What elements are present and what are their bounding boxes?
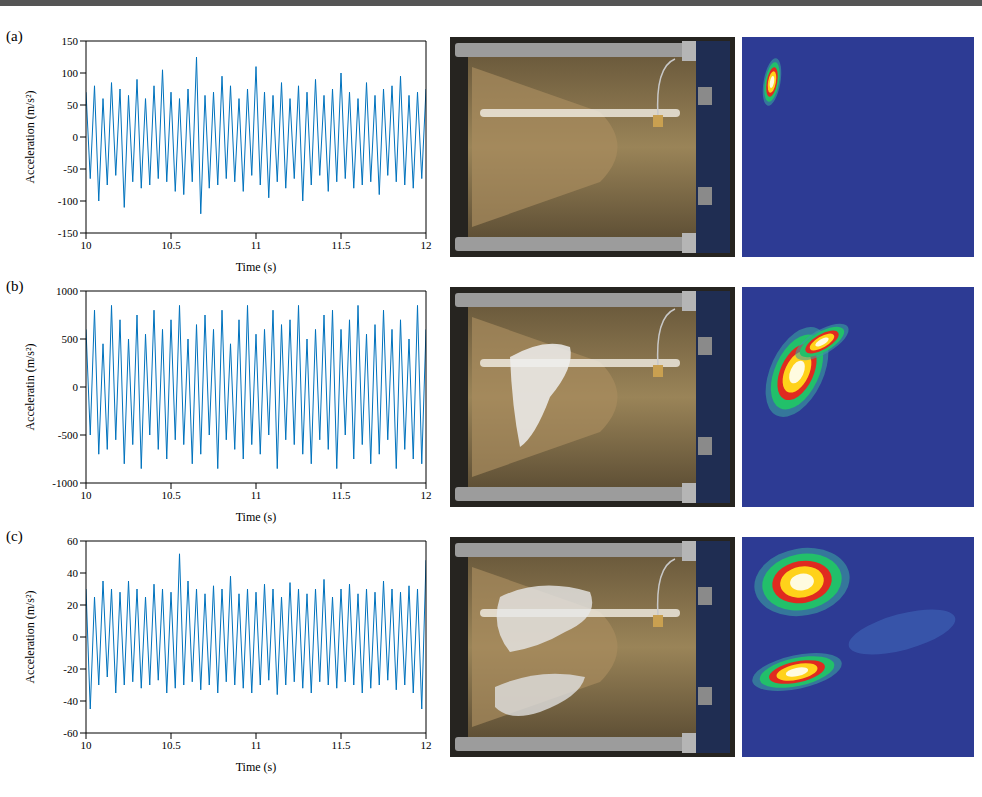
svg-text:11: 11	[251, 489, 262, 501]
svg-text:11.5: 11.5	[332, 239, 351, 251]
svg-text:-500: -500	[58, 429, 79, 441]
svg-text:10: 10	[81, 739, 93, 751]
svg-text:11: 11	[251, 239, 262, 251]
svg-text:Time (s): Time (s)	[236, 760, 277, 774]
html-text:(a): (a)	[6, 28, 23, 44]
svg-text:12: 12	[421, 239, 432, 251]
svg-text:-150: -150	[58, 227, 79, 239]
svg-text:12: 12	[421, 739, 432, 751]
svg-text:11.5: 11.5	[332, 739, 351, 751]
svg-text:Time (s): Time (s)	[236, 510, 277, 524]
svg-text:Acceleration (m/s²): Acceleration (m/s²)	[23, 90, 37, 183]
svg-text:-50: -50	[63, 163, 78, 175]
svg-text:11: 11	[251, 739, 262, 751]
svg-text:0: 0	[73, 381, 79, 393]
svg-text:0: 0	[73, 131, 79, 143]
svg-text:-1000: -1000	[52, 477, 78, 489]
svg-text:12: 12	[421, 489, 432, 501]
svg-text:-20: -20	[63, 663, 78, 675]
svg-text:0: 0	[73, 631, 79, 643]
html-text:(b): (b)	[6, 278, 24, 294]
svg-text:-60: -60	[63, 727, 78, 739]
svg-text:20: 20	[67, 599, 79, 611]
svg-text:60: 60	[67, 535, 79, 547]
svg-text:10.5: 10.5	[161, 489, 181, 501]
svg-text:10: 10	[81, 239, 93, 251]
svg-text:-100: -100	[58, 195, 79, 207]
svg-text:100: 100	[62, 67, 79, 79]
html-text:(c): (c)	[6, 528, 23, 544]
svg-text:Time (s): Time (s)	[236, 260, 277, 274]
svg-text:Acceleration (m/s²): Acceleration (m/s²)	[23, 590, 37, 683]
svg-text:10: 10	[81, 489, 93, 501]
svg-text:11.5: 11.5	[332, 489, 351, 501]
svg-text:-40: -40	[63, 695, 78, 707]
svg-text:500: 500	[62, 333, 79, 345]
svg-text:10.5: 10.5	[161, 739, 181, 751]
svg-text:10.5: 10.5	[161, 239, 181, 251]
svg-text:1000: 1000	[56, 285, 79, 297]
svg-text:Acceleratin (m/s²): Acceleratin (m/s²)	[23, 343, 37, 430]
svg-text:50: 50	[67, 99, 79, 111]
svg-text:150: 150	[62, 35, 79, 47]
svg-text:40: 40	[67, 567, 79, 579]
